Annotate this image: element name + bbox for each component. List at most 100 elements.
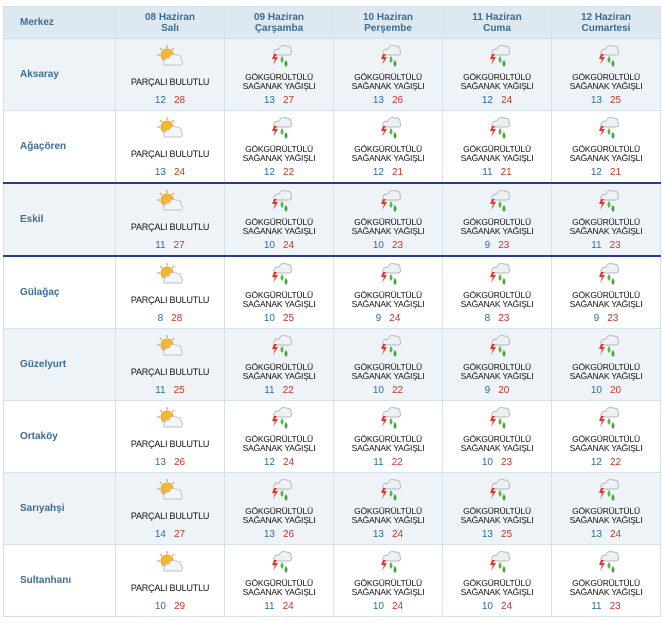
station-name[interactable]: Aksaray [3, 38, 116, 111]
condition-line: SAĞANAK YAĞIŞLI [351, 81, 425, 91]
max-temperature: 26 [392, 95, 404, 106]
condition-text: PARÇALI BULUTLU [131, 431, 210, 457]
temperature-range: 13 24 [155, 167, 185, 179]
temperature-range: 13 24 [373, 529, 403, 541]
forecast-cell: GÖKGÜRÜLTÜLÜ SAĞANAK YAĞIŞLI 13 26 [224, 472, 334, 545]
thunderstorm-icon [265, 43, 293, 69]
partly-cloudy-icon [156, 115, 184, 141]
condition-text: GÖKGÜRÜLTÜLÜ SAĞANAK YAĞIŞLI [352, 287, 425, 313]
min-temperature: 11 [264, 385, 275, 396]
max-temperature: 26 [174, 457, 186, 468]
temperature-range: 9 24 [376, 313, 401, 325]
max-temperature: 24 [501, 601, 513, 612]
station-name[interactable]: Gülağaç [3, 255, 116, 329]
condition-lines: GÖKGÜRÜLTÜLÜ SAĞANAK YAĞIŞLI [243, 507, 316, 525]
condition-line: GÖKGÜRÜLTÜLÜ [572, 72, 640, 82]
condition-text: GÖKGÜRÜLTÜLÜ SAĞANAK YAĞIŞLI [570, 359, 643, 385]
thunderstorm-icon [592, 405, 620, 431]
station-row: Eskil PARÇALI BULUTLU 11 27 GÖKGÜRÜLTÜLÜ SAĞ… [3, 182, 661, 257]
condition-text: GÖKGÜRÜLTÜLÜ SAĞANAK YAĞIŞLI [570, 69, 643, 95]
condition-line: GÖKGÜRÜLTÜLÜ [245, 578, 313, 588]
max-temperature: 28 [174, 95, 186, 106]
min-temperature: 13 [590, 95, 602, 106]
condition-lines: GÖKGÜRÜLTÜLÜ SAĞANAK YAĞIŞLI [243, 73, 316, 91]
forecast-cell-content: GÖKGÜRÜLTÜLÜ SAĞANAK YAĞIŞLI 11 23 [552, 184, 660, 255]
thunderstorm-icon [592, 261, 620, 287]
condition-line: PARÇALI BULUTLU [130, 366, 210, 377]
forecast-cell-content: GÖKGÜRÜLTÜLÜ SAĞANAK YAĞIŞLI 11 21 [443, 111, 551, 182]
condition-line: GÖKGÜRÜLTÜLÜ [463, 506, 531, 516]
condition-line: SAĞANAK YAĞIŞLI [242, 81, 316, 91]
condition-lines: GÖKGÜRÜLTÜLÜ SAĞANAK YAĞIŞLI [570, 507, 643, 525]
forecast-cell-content: GÖKGÜRÜLTÜLÜ SAĞANAK YAĞIŞLI 12 21 [334, 111, 442, 182]
min-temperature: 8 [157, 313, 164, 324]
forecast-cell-content: GÖKGÜRÜLTÜLÜ SAĞANAK YAĞIŞLI 12 22 [552, 401, 660, 472]
max-temperature: 24 [392, 529, 404, 540]
min-temperature: 13 [263, 529, 275, 540]
station-name[interactable]: Ortaköy [3, 400, 116, 473]
condition-lines: GÖKGÜRÜLTÜLÜ SAĞANAK YAĞIŞLI [352, 218, 425, 236]
condition-line: SAĞANAK YAĞIŞLI [460, 587, 534, 597]
temperature-range: 12 21 [591, 167, 621, 179]
condition-line: GÖKGÜRÜLTÜLÜ [354, 217, 422, 227]
forecast-cell: PARÇALI BULUTLU 11 27 [115, 182, 225, 257]
thunderstorm-icon [483, 115, 511, 141]
max-temperature: 23 [607, 313, 619, 324]
station-name[interactable]: Sultanhanı [3, 544, 116, 617]
forecast-cell-content: GÖKGÜRÜLTÜLÜ SAĞANAK YAĞIŞLI 10 20 [552, 329, 660, 400]
condition-text: GÖKGÜRÜLTÜLÜ SAĞANAK YAĞIŞLI [570, 287, 643, 313]
condition-lines: GÖKGÜRÜLTÜLÜ SAĞANAK YAĞIŞLI [352, 73, 425, 91]
station-row: Sarıyahşi PARÇALI BULUTLU 14 27 GÖKGÜRÜLTÜL… [3, 472, 661, 545]
forecast-cell-content: GÖKGÜRÜLTÜLÜ SAĞANAK YAĞIŞLI 11 23 [552, 545, 660, 616]
station-row: Ortaköy PARÇALI BULUTLU 13 26 GÖKGÜRÜLTÜLÜ S… [3, 400, 661, 473]
forecast-cell-content: GÖKGÜRÜLTÜLÜ SAĞANAK YAĞIŞLI 11 24 [225, 545, 333, 616]
condition-lines: GÖKGÜRÜLTÜLÜ SAĞANAK YAĞIŞLI [243, 291, 316, 309]
condition-line: SAĞANAK YAĞIŞLI [569, 443, 643, 453]
forecast-cell-content: GÖKGÜRÜLTÜLÜ SAĞANAK YAĞIŞLI 8 23 [443, 257, 551, 328]
condition-line: SAĞANAK YAĞIŞLI [569, 81, 643, 91]
max-temperature: 29 [174, 601, 186, 612]
station-row: Aksaray PARÇALI BULUTLU 12 28 GÖKGÜRÜLTÜLÜ S… [3, 38, 661, 111]
max-temperature: 23 [392, 240, 404, 251]
forecast-cell: GÖKGÜRÜLTÜLÜ SAĞANAK YAĞIŞLI 13 27 [224, 38, 334, 111]
condition-lines: GÖKGÜRÜLTÜLÜ SAĞANAK YAĞIŞLI [570, 291, 643, 309]
condition-text: GÖKGÜRÜLTÜLÜ SAĞANAK YAĞIŞLI [461, 359, 534, 385]
thunderstorm-icon [374, 261, 402, 287]
station-name[interactable]: Ağaçören [3, 110, 116, 184]
condition-line: SAĞANAK YAĞIŞLI [460, 81, 534, 91]
forecast-cell: GÖKGÜRÜLTÜLÜ SAĞANAK YAĞIŞLI 12 24 [442, 38, 552, 111]
forecast-cell: GÖKGÜRÜLTÜLÜ SAĞANAK YAĞIŞLI 10 22 [333, 328, 443, 401]
forecast-cell-content: PARÇALI BULUTLU 10 29 [116, 545, 224, 616]
condition-text: GÖKGÜRÜLTÜLÜ SAĞANAK YAĞIŞLI [461, 575, 534, 601]
condition-text: GÖKGÜRÜLTÜLÜ SAĞANAK YAĞIŞLI [461, 287, 534, 313]
station-name[interactable]: Güzelyurt [3, 328, 116, 401]
condition-line: GÖKGÜRÜLTÜLÜ [463, 434, 531, 444]
thunderstorm-icon [374, 188, 402, 214]
station-name[interactable]: Sarıyahşi [3, 472, 116, 545]
condition-text: GÖKGÜRÜLTÜLÜ SAĞANAK YAĞIŞLI [461, 431, 534, 457]
temperature-range: 11 23 [591, 240, 621, 252]
forecast-cell-content: PARÇALI BULUTLU 14 27 [116, 473, 224, 544]
max-temperature: 27 [283, 95, 295, 106]
forecast-cell-content: GÖKGÜRÜLTÜLÜ SAĞANAK YAĞIŞLI 12 22 [225, 111, 333, 182]
max-temperature: 24 [174, 167, 186, 178]
condition-line: GÖKGÜRÜLTÜLÜ [354, 290, 422, 300]
condition-line: SAĞANAK YAĞIŞLI [569, 515, 643, 525]
forecast-cell-content: PARÇALI BULUTLU 8 28 [116, 257, 224, 328]
condition-lines: GÖKGÜRÜLTÜLÜ SAĞANAK YAĞIŞLI [461, 435, 534, 453]
condition-text: GÖKGÜRÜLTÜLÜ SAĞANAK YAĞIŞLI [352, 214, 425, 240]
forecast-cell-content: GÖKGÜRÜLTÜLÜ SAĞANAK YAĞIŞLI 12 24 [225, 401, 333, 472]
condition-line: GÖKGÜRÜLTÜLÜ [463, 578, 531, 588]
forecast-cell-content: PARÇALI BULUTLU 12 28 [116, 39, 224, 110]
forecast-cell: GÖKGÜRÜLTÜLÜ SAĞANAK YAĞIŞLI 10 24 [224, 182, 334, 257]
condition-line: SAĞANAK YAĞIŞLI [569, 587, 643, 597]
temperature-range: 11 24 [264, 601, 294, 613]
temperature-range: 12 24 [264, 457, 294, 469]
min-temperature: 12 [590, 457, 602, 468]
station-name[interactable]: Eskil [3, 182, 116, 257]
min-temperature: 10 [481, 601, 493, 612]
forecast-cell-content: GÖKGÜRÜLTÜLÜ SAĞANAK YAĞIŞLI 13 26 [225, 473, 333, 544]
temperature-range: 11 22 [373, 457, 403, 469]
temperature-range: 11 21 [482, 167, 512, 179]
condition-lines: GÖKGÜRÜLTÜLÜ SAĞANAK YAĞIŞLI [352, 145, 425, 163]
